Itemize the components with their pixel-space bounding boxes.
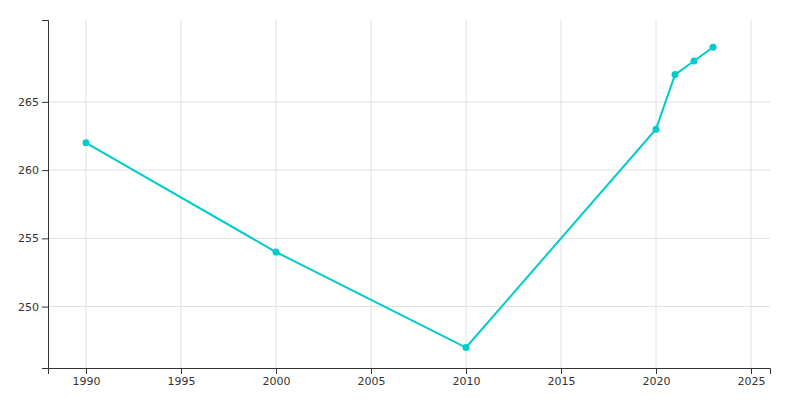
x-tick-label: 2000	[263, 375, 291, 388]
x-tick-mark	[656, 368, 657, 374]
x-tick-mark	[466, 368, 467, 374]
x-tick-mark	[181, 368, 182, 374]
grid-line-x	[751, 20, 752, 368]
x-tick: 1990	[73, 368, 101, 388]
y-axis-line	[42, 21, 49, 369]
point	[691, 57, 698, 64]
x-tick-mark	[86, 368, 87, 374]
grid-line-y	[48, 306, 770, 307]
x-tick: 2010	[453, 368, 481, 388]
x-tick-mark	[276, 368, 277, 374]
y-tick: 265	[18, 96, 48, 109]
line	[86, 47, 713, 347]
grid-line-x	[276, 20, 277, 368]
plot: 1990 1995 2000 2005 2010 2015 2020 2025 250 255 26…	[18, 20, 771, 388]
grid	[48, 20, 770, 368]
x-tick: 2020	[643, 368, 671, 388]
x-tick-label: 2015	[548, 375, 576, 388]
x-tick-label: 2005	[358, 375, 386, 388]
y-tick-label: 250	[18, 301, 39, 314]
y-tick: 255	[18, 232, 48, 245]
chart: 1990 1995 2000 2005 2010 2015 2020 2025 250 255 26…	[0, 0, 800, 400]
grid-line-y	[48, 101, 770, 102]
y-tick-label: 260	[18, 164, 39, 177]
y-tick-mark	[42, 102, 48, 103]
x-tick: 2025	[738, 368, 766, 388]
y-tick-label: 265	[18, 96, 39, 109]
grid-line-x	[466, 20, 467, 368]
point	[653, 126, 660, 133]
y-tick-mark	[42, 238, 48, 239]
x-tick-label: 2010	[453, 375, 481, 388]
x-axis: 1990 1995 2000 2005 2010 2015 2020 2025	[49, 368, 771, 388]
x-tick-mark	[561, 368, 562, 374]
y-tick-mark	[42, 170, 48, 171]
grid-line-x	[371, 20, 372, 368]
grid-line-x	[656, 20, 657, 368]
grid-line-x	[86, 20, 87, 368]
grid-line-y	[48, 170, 770, 171]
y-tick-mark	[42, 307, 48, 308]
x-tick: 2005	[358, 368, 386, 388]
x-tick-label: 2020	[643, 375, 671, 388]
point	[463, 344, 470, 351]
y-axis: 250 255 260 265	[18, 21, 49, 369]
point	[83, 139, 90, 146]
x-tick-label: 2025	[738, 375, 766, 388]
y-tick-label: 255	[18, 232, 39, 245]
x-tick: 2015	[548, 368, 576, 388]
point	[273, 249, 280, 256]
grid-line-x	[181, 20, 182, 368]
y-tick: 260	[18, 164, 48, 177]
x-tick-mark	[751, 368, 752, 374]
grid-line-x	[561, 20, 562, 368]
x-tick: 1995	[168, 368, 196, 388]
x-tick-label: 1995	[168, 375, 196, 388]
series	[83, 44, 717, 351]
x-tick-mark	[371, 368, 372, 374]
y-tick: 250	[18, 301, 48, 314]
point	[710, 44, 717, 51]
point	[672, 71, 679, 78]
x-tick: 2000	[263, 368, 291, 388]
x-tick-label: 1990	[73, 375, 101, 388]
x-axis-line	[49, 369, 771, 375]
grid-line-y	[48, 238, 770, 239]
